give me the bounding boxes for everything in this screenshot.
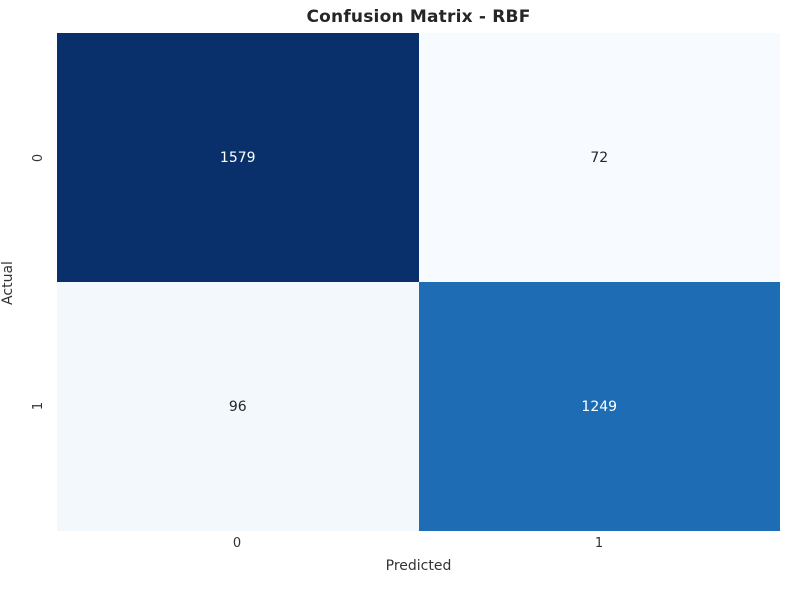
x-tick-1: 1 — [594, 536, 604, 551]
y-tick-1: 1 — [30, 401, 46, 411]
heatmap-grid: 1579 72 96 1249 — [57, 33, 780, 531]
cell-actual0-predicted1: 72 — [418, 33, 780, 282]
chart-title: Confusion Matrix - RBF — [306, 7, 531, 27]
y-tick-0: 0 — [30, 153, 46, 163]
x-axis-label: Predicted — [385, 558, 452, 574]
x-tick-0: 0 — [232, 536, 242, 551]
cell-actual1-predicted0: 96 — [57, 282, 419, 531]
cell-actual0-predicted0: 1579 — [57, 33, 419, 282]
cell-actual1-predicted1: 1249 — [418, 282, 780, 531]
y-axis-label: Actual — [0, 261, 16, 305]
